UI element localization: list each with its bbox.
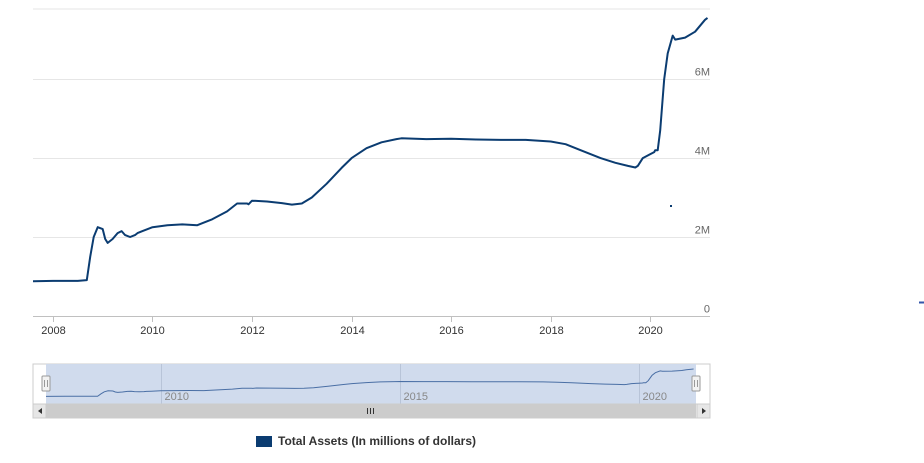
navigator-selection[interactable] [46,364,696,404]
arrow-right-icon [702,408,706,414]
x-tick-label: 2012 [240,325,264,337]
x-tick-label: 2008 [41,325,65,337]
navigator-tick-label: 2015 [404,391,428,403]
grid-lines [33,8,710,317]
legend-label: Total Assets (In millions of dollars) [278,434,477,448]
series-layer [32,17,709,283]
y-tick-label: 0 [704,304,710,316]
x-axis-ticks: 2008 2010 2012 2014 2016 2018 2020 [41,316,663,337]
navigator-series-line [45,368,694,397]
legend[interactable]: Total Assets (In millions of dollars) [256,434,476,448]
navigator-handle-body[interactable] [41,375,51,392]
x-tick-label: 2020 [638,325,662,337]
x-tick-label: 2010 [140,325,164,337]
series-line-total-assets [32,17,709,283]
y-tick-label: 6M [695,67,710,79]
x-tick-label: 2016 [439,325,463,337]
stray-dot [670,205,672,207]
navigator-handle-left[interactable] [41,375,51,392]
stray-marks [670,205,924,304]
y-axis-ticks: 0 2M 4M 6M [695,67,710,316]
scrollbar[interactable] [32,403,711,419]
legend-swatch [256,435,272,447]
y-tick-label: 2M [695,225,710,237]
x-tick-label: 2014 [340,325,364,337]
navigator-handle-body[interactable] [691,375,701,392]
navigator[interactable]: 2010 2015 2020 [32,363,711,405]
arrow-left-icon [38,408,42,414]
navigator-handle-right[interactable] [691,375,701,392]
x-tick-label: 2018 [539,325,563,337]
navigator-tick-label: 2020 [643,391,667,403]
y-tick-label: 4M [695,146,710,158]
navigator-tick-label: 2010 [165,391,189,403]
